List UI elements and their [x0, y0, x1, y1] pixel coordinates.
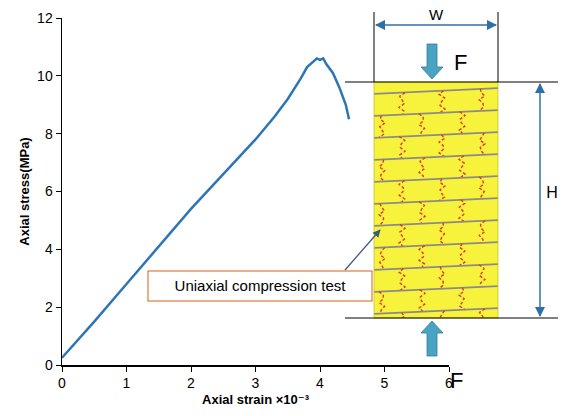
- svg-text:5: 5: [381, 375, 389, 391]
- svg-text:0: 0: [45, 357, 53, 373]
- svg-text:8: 8: [45, 126, 53, 142]
- svg-text:6: 6: [445, 375, 453, 391]
- svg-text:2: 2: [187, 375, 195, 391]
- svg-text:1: 1: [123, 375, 131, 391]
- svg-text:12: 12: [37, 10, 53, 26]
- svg-text:10: 10: [37, 68, 53, 84]
- svg-text:6: 6: [45, 183, 53, 199]
- svg-text:F: F: [454, 50, 467, 75]
- svg-text:2: 2: [45, 299, 53, 315]
- svg-text:0: 0: [58, 375, 66, 391]
- svg-text:4: 4: [316, 375, 324, 391]
- svg-text:W: W: [429, 6, 444, 23]
- svg-text:H: H: [546, 184, 558, 201]
- svg-text:F: F: [450, 368, 463, 393]
- svg-text:4: 4: [45, 241, 53, 257]
- svg-text:Axial stress(MPa): Axial stress(MPa): [17, 137, 32, 245]
- svg-text:Uniaxial compression test: Uniaxial compression test: [175, 277, 347, 294]
- svg-text:3: 3: [252, 375, 260, 391]
- svg-text:Axial strain ×10⁻³: Axial strain ×10⁻³: [202, 392, 310, 407]
